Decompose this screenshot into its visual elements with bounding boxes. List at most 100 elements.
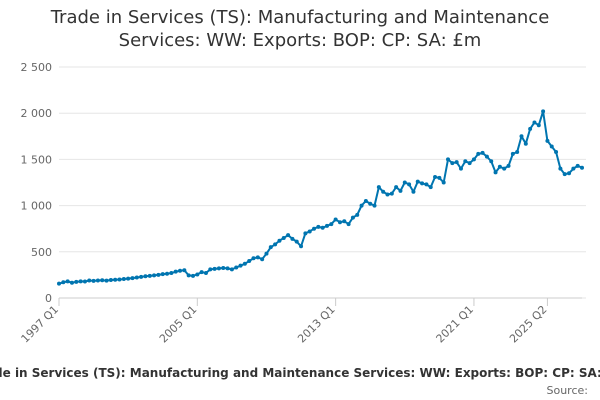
y-tick-label: 1 000: [21, 200, 53, 213]
data-point: [61, 280, 66, 285]
data-point: [441, 180, 446, 185]
data-point: [433, 174, 438, 179]
data-point: [65, 279, 70, 284]
x-tick-label: 2021 Q1: [434, 303, 477, 346]
data-point: [532, 120, 537, 125]
data-point: [173, 269, 178, 274]
data-point: [536, 123, 541, 128]
data-point: [182, 268, 187, 273]
data-point: [497, 164, 502, 169]
data-point: [139, 274, 144, 279]
x-tick-label: 2005 Q1: [157, 303, 200, 346]
data-point: [57, 281, 61, 286]
data-point: [484, 154, 489, 159]
data-point: [575, 163, 580, 168]
data-point: [502, 166, 507, 171]
data-point: [363, 198, 368, 203]
data-point: [320, 225, 325, 230]
data-point: [208, 267, 213, 272]
data-point: [82, 279, 87, 284]
data-point: [178, 268, 183, 273]
data-point: [255, 255, 260, 260]
data-point: [260, 257, 265, 262]
grid-lines: [59, 66, 586, 299]
data-point: [238, 263, 243, 268]
data-point: [78, 279, 83, 284]
data-point: [169, 271, 174, 276]
data-point: [74, 279, 79, 284]
data-point: [415, 179, 420, 184]
data-point: [273, 242, 278, 247]
data-point: [394, 185, 399, 190]
data-point: [108, 277, 113, 282]
y-tick-label: 0: [45, 292, 52, 305]
data-point: [290, 236, 295, 241]
data-point: [195, 272, 200, 277]
data-point: [541, 109, 546, 114]
data-point: [346, 222, 351, 227]
data-point: [580, 165, 584, 170]
data-point: [480, 150, 485, 155]
data-point: [342, 219, 347, 224]
data-point: [333, 217, 338, 222]
data-point: [152, 273, 157, 278]
data-point: [519, 134, 524, 139]
source-label: Source:: [547, 384, 589, 397]
series-group: [57, 109, 584, 286]
data-point: [381, 189, 386, 194]
data-point: [264, 251, 269, 256]
y-tick-label: 2 500: [21, 61, 53, 74]
data-point: [165, 271, 170, 276]
data-point: [203, 271, 208, 276]
data-point: [523, 141, 528, 146]
data-point: [493, 170, 498, 175]
data-point: [454, 160, 459, 165]
data-point: [95, 278, 100, 283]
data-point: [471, 157, 476, 162]
data-point: [567, 171, 572, 176]
data-point: [312, 226, 317, 231]
data-point: [372, 203, 377, 208]
data-point: [337, 220, 342, 225]
data-point: [407, 182, 412, 187]
data-point: [558, 166, 563, 171]
data-point: [467, 161, 472, 166]
y-tick-label: 500: [31, 246, 52, 259]
data-point: [428, 185, 433, 190]
data-point: [247, 259, 252, 264]
data-point: [545, 138, 550, 143]
data-point: [476, 151, 481, 156]
data-point: [126, 276, 131, 281]
y-tick-label: 2 000: [21, 107, 53, 120]
data-point: [307, 229, 312, 234]
data-point: [229, 267, 234, 272]
data-point: [143, 274, 148, 279]
data-point: [446, 157, 451, 162]
data-point: [424, 182, 429, 187]
data-point: [286, 233, 291, 238]
y-tick-label: 1 500: [21, 153, 53, 166]
data-point: [355, 212, 360, 217]
legend-label: Trade in Services (TS): Manufacturing an…: [0, 366, 600, 380]
data-point: [147, 273, 152, 278]
data-point: [156, 272, 161, 277]
data-point: [324, 223, 329, 228]
data-point: [221, 265, 226, 270]
data-point: [216, 266, 221, 271]
data-point: [303, 231, 308, 236]
data-point: [299, 244, 304, 249]
data-point: [277, 238, 282, 243]
data-point: [329, 222, 334, 227]
data-point: [450, 161, 455, 166]
data-point: [437, 175, 442, 180]
data-point: [368, 201, 373, 206]
data-point: [458, 166, 463, 171]
data-point: [251, 256, 256, 261]
data-point: [117, 277, 122, 282]
data-point: [234, 265, 239, 270]
data-point: [376, 185, 381, 190]
chart-title: Trade in Services (TS): Manufacturing an…: [0, 6, 600, 52]
data-point: [225, 266, 230, 271]
chart-title-line-1: Trade in Services (TS): Manufacturing an…: [50, 7, 550, 28]
